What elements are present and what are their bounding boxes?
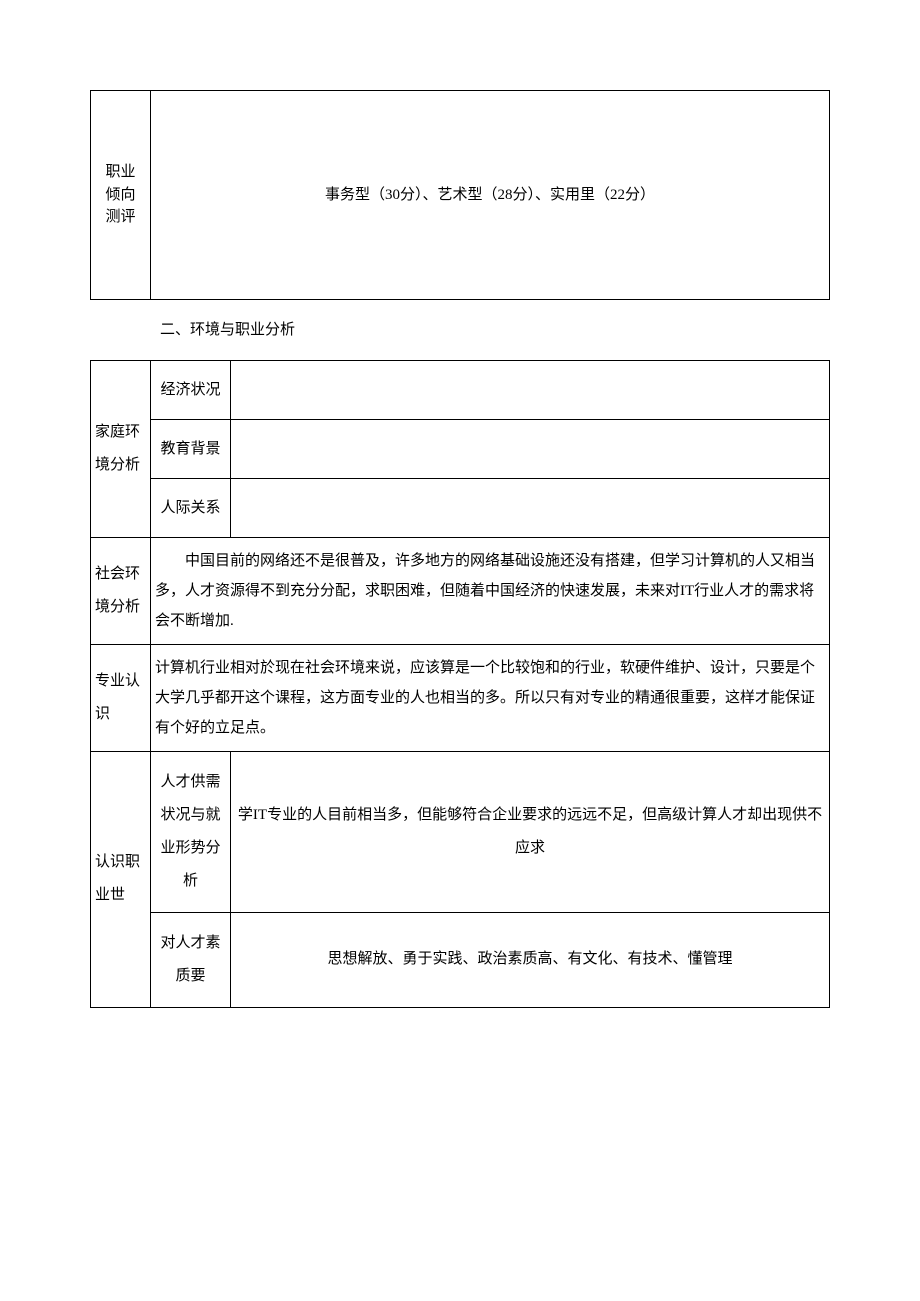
table-row: 人际关系 bbox=[91, 478, 830, 537]
label-text: 对人才素质要 bbox=[160, 935, 220, 984]
label-text: 职业倾向测评 bbox=[105, 164, 135, 225]
talent-quality-content: 思想解放、勇于实践、政治素质高、有文化、有技术、懂管理 bbox=[231, 912, 830, 1007]
table-row: 认识职业世 人才供需状况与就业形势分析 学IT专业的人目前相当多，但能够符合企业… bbox=[91, 751, 830, 912]
table-row: 对人才素质要 思想解放、勇于实践、政治素质高、有文化、有技术、懂管理 bbox=[91, 912, 830, 1007]
career-assessment-table: 职业倾向测评 事务型（30分）、艺术型（28分）、实用里（22分） bbox=[90, 90, 830, 300]
relations-content bbox=[231, 478, 830, 537]
table-row: 社会环境分析 中国目前的网络还不是很普及，许多地方的网络基础设施还没有搭建，但学… bbox=[91, 537, 830, 644]
content-text: 思想解放、勇于实践、政治素质高、有文化、有技术、懂管理 bbox=[327, 951, 732, 967]
label-text: 教育背景 bbox=[160, 441, 220, 457]
economic-content bbox=[231, 360, 830, 419]
talent-supply-label: 人才供需状况与就业形势分析 bbox=[151, 751, 231, 912]
heading-text: 二、环境与职业分析 bbox=[160, 322, 295, 338]
education-content bbox=[231, 419, 830, 478]
content-text: 学IT专业的人目前相当多，但能够符合企业要求的远远不足，但高级计算人才却出现供不… bbox=[238, 807, 822, 856]
social-env-label: 社会环境分析 bbox=[91, 537, 151, 644]
content-text: 计算机行业相对於现在社会环境来说，应该算是一个比较饱和的行业，软硬件维护、设计，… bbox=[155, 660, 815, 736]
major-knowledge-content: 计算机行业相对於现在社会环境来说，应该算是一个比较饱和的行业，软硬件维护、设计，… bbox=[151, 644, 830, 751]
career-world-label: 认识职业世 bbox=[91, 751, 151, 1007]
education-label: 教育背景 bbox=[151, 419, 231, 478]
label-text: 家庭环境分析 bbox=[95, 416, 146, 482]
label-text: 人才供需状况与就业形势分析 bbox=[160, 774, 220, 889]
section-heading: 二、环境与职业分析 bbox=[90, 310, 830, 360]
content-text: 中国目前的网络还不是很普及，许多地方的网络基础设施还没有搭建，但学习计算机的人又… bbox=[155, 553, 815, 629]
table-row: 家庭环境分析 经济状况 bbox=[91, 360, 830, 419]
table-row: 职业倾向测评 事务型（30分）、艺术型（28分）、实用里（22分） bbox=[91, 91, 830, 300]
content-text: 事务型（30分）、艺术型（28分）、实用里（22分） bbox=[325, 187, 655, 203]
table-row: 教育背景 bbox=[91, 419, 830, 478]
family-env-label: 家庭环境分析 bbox=[91, 360, 151, 537]
label-text: 认识职业世 bbox=[95, 846, 146, 912]
talent-quality-label: 对人才素质要 bbox=[151, 912, 231, 1007]
talent-supply-content: 学IT专业的人目前相当多，但能够符合企业要求的远远不足，但高级计算人才却出现供不… bbox=[231, 751, 830, 912]
assessment-content: 事务型（30分）、艺术型（28分）、实用里（22分） bbox=[151, 91, 830, 300]
assessment-label: 职业倾向测评 bbox=[91, 91, 151, 300]
label-text: 社会环境分析 bbox=[95, 558, 146, 624]
social-env-content: 中国目前的网络还不是很普及，许多地方的网络基础设施还没有搭建，但学习计算机的人又… bbox=[151, 537, 830, 644]
major-knowledge-label: 专业认识 bbox=[91, 644, 151, 751]
table-row: 专业认识 计算机行业相对於现在社会环境来说，应该算是一个比较饱和的行业，软硬件维… bbox=[91, 644, 830, 751]
label-text: 经济状况 bbox=[160, 382, 220, 398]
label-text: 人际关系 bbox=[160, 500, 220, 516]
label-text: 专业认识 bbox=[95, 665, 146, 731]
economic-label: 经济状况 bbox=[151, 360, 231, 419]
relations-label: 人际关系 bbox=[151, 478, 231, 537]
environment-analysis-table: 家庭环境分析 经济状况 教育背景 人际关系 社会环境分析 中国目前的网络还不是很… bbox=[90, 360, 830, 1008]
